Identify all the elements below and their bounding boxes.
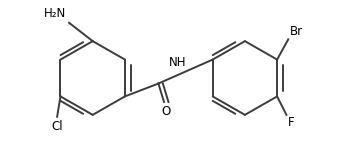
Text: O: O (162, 105, 171, 118)
Text: H₂N: H₂N (43, 7, 66, 20)
Text: Br: Br (290, 25, 303, 38)
Text: F: F (288, 116, 295, 129)
Text: Cl: Cl (51, 120, 63, 133)
Text: NH: NH (169, 56, 186, 69)
